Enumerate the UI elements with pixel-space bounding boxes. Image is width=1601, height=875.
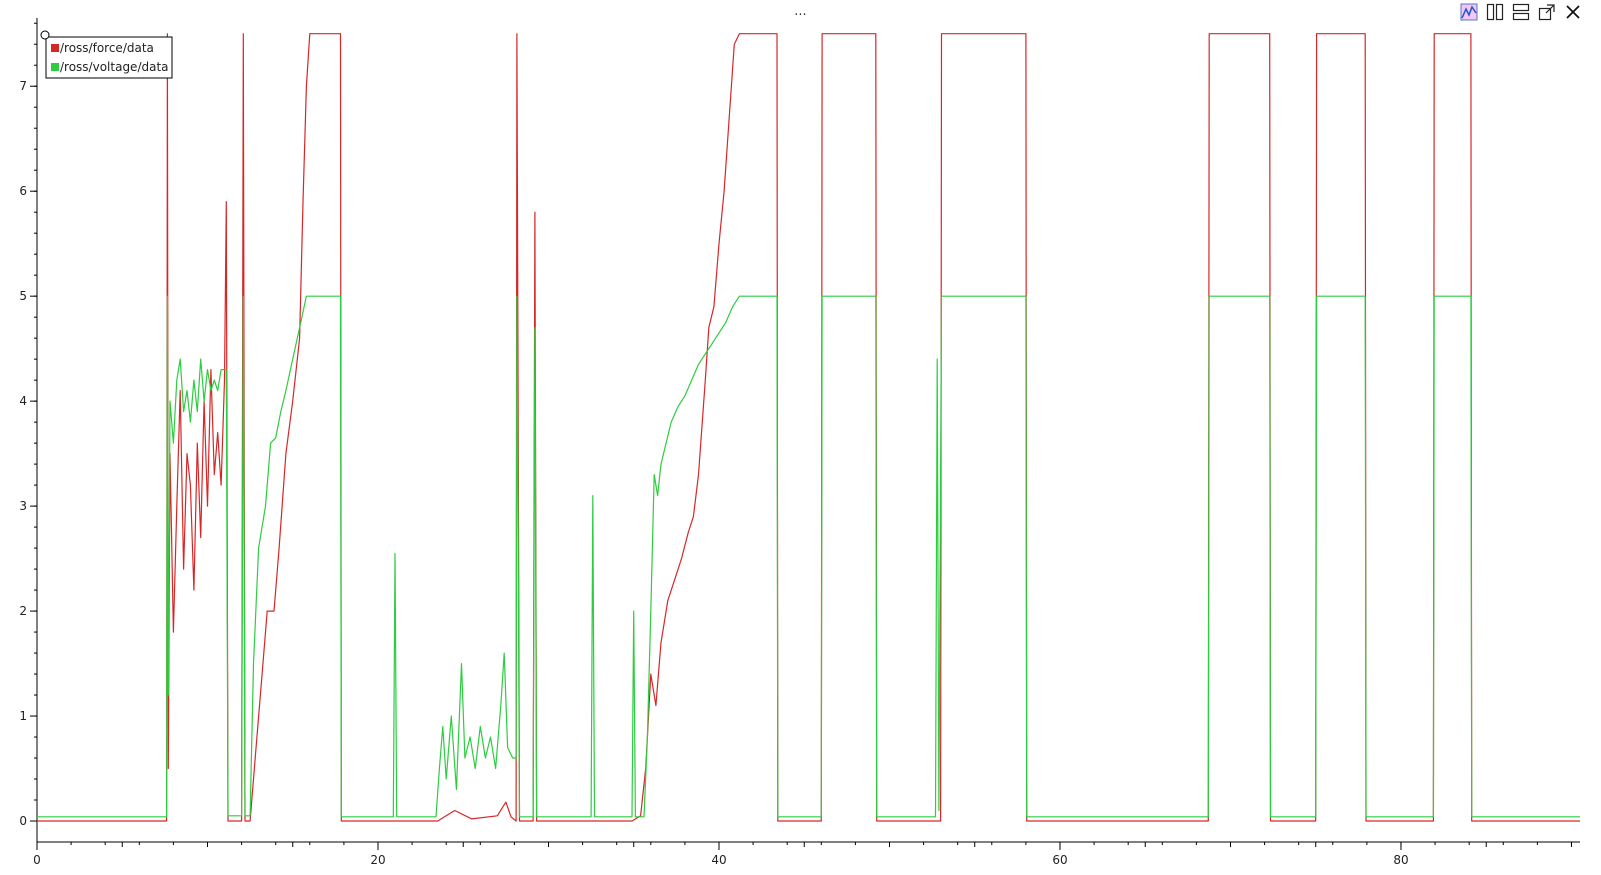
y-tick-label: 5 [19, 289, 27, 303]
x-tick-label: 20 [370, 853, 385, 867]
x-tick-label: 80 [1393, 853, 1408, 867]
x-tick-label: 0 [33, 853, 41, 867]
legend-swatch [51, 44, 59, 52]
legend[interactable]: /ross/force/data/ross/voltage/data [40, 30, 173, 79]
y-tick-label: 6 [19, 184, 27, 198]
legend-entry[interactable]: /ross/voltage/data [60, 60, 169, 74]
series-layer [37, 33, 1580, 822]
series-line-force [37, 33, 1580, 822]
x-tick-label: 40 [711, 853, 726, 867]
axes: 0 1 2 3 4 5 6 7 0 20 40 60 80 [19, 18, 1580, 867]
y-tick-label: 7 [19, 79, 27, 93]
series-line-voltage [37, 295, 1580, 818]
y-tick-label: 0 [19, 814, 27, 828]
plot-options-icon[interactable] [1459, 2, 1479, 22]
legend-entry[interactable]: /ross/force/data [60, 41, 154, 55]
close-icon[interactable] [1563, 2, 1583, 22]
legend-swatch [51, 63, 59, 71]
y-tick-label: 4 [19, 394, 27, 408]
y-tick-label: 3 [19, 499, 27, 513]
plot-toolbar [1459, 2, 1583, 22]
undock-icon[interactable] [1537, 2, 1557, 22]
plot-title: ... [794, 4, 807, 19]
y-tick-label: 1 [19, 709, 27, 723]
legend-box [45, 36, 173, 79]
split-horizontal-icon[interactable] [1485, 2, 1505, 22]
legend-drag-handle[interactable] [40, 30, 50, 40]
x-tick-label: 60 [1052, 853, 1067, 867]
y-tick-label: 2 [19, 604, 27, 618]
split-vertical-icon[interactable] [1511, 2, 1531, 22]
